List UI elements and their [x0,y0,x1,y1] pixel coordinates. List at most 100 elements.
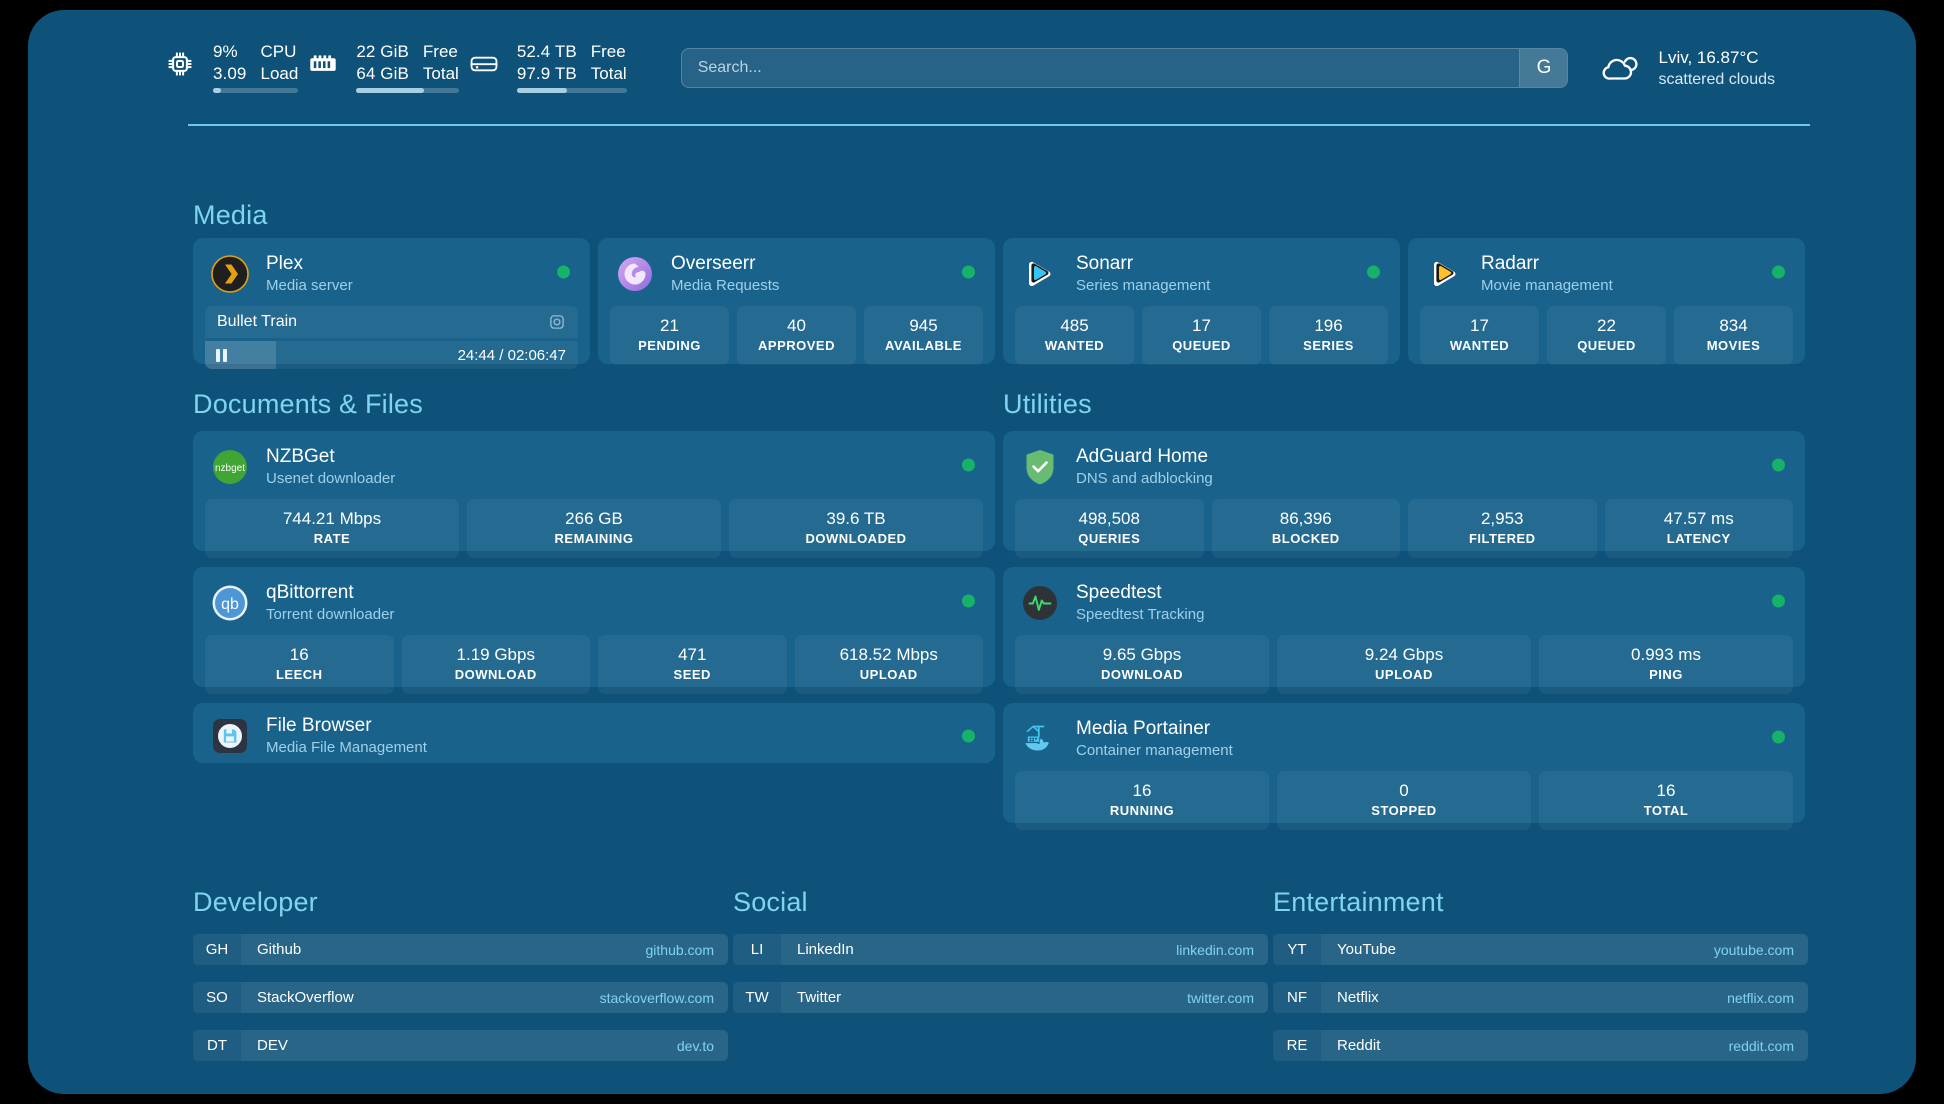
stat-item[interactable]: 744.21 Mbps RATE [205,499,459,558]
bookmark-name: DEV [257,1037,288,1054]
stat-label: QUERIES [1078,531,1141,546]
plex-progress-row[interactable]: 24:44 / 02:06:47 [205,341,578,369]
stat-value: 86,396 [1279,509,1332,528]
overseerr-icon [616,255,654,293]
bookmark-stackoverflow[interactable]: SO StackOverflow stackoverflow.com [193,982,728,1013]
memory-label-bottom: Total [422,64,459,83]
app-card-qbittorrent[interactable]: qb qBittorrent Torrent downloader 16 LEE… [193,567,995,694]
stat-item[interactable]: 9.24 Gbps UPLOAD [1277,635,1531,694]
app-card-overseerr[interactable]: Overseerr Media Requests 21 PENDING 40 A… [598,238,995,365]
app-card-speedtest[interactable]: Speedtest Speedtest Tracking 9.65 Gbps D… [1003,567,1805,694]
disk-label-top: Free [590,42,626,61]
stat-label: BLOCKED [1271,531,1340,546]
stat-label: UPLOAD [859,667,918,682]
bookmark-twitter[interactable]: TW Twitter twitter.com [733,982,1268,1013]
stat-item[interactable]: 2,953 FILTERED [1408,499,1597,558]
stat-value: 9.24 Gbps [1364,645,1444,664]
app-card-filebrowser[interactable]: File Browser Media File Management [193,703,995,763]
speedtest-status-indicator [1772,594,1785,608]
bookmark-badge: GH [193,934,241,965]
adguard-subtitle: DNS and adblocking [1076,470,1213,487]
qbittorrent-subtitle: Torrent downloader [266,606,395,623]
memory-label-top: Free [422,42,458,61]
portainer-name: Media Portainer [1076,718,1211,739]
app-card-adguard[interactable]: AdGuard Home DNS and adblocking 498,508 … [1003,431,1805,558]
bookmark-body: Reddit reddit.com [1321,1030,1808,1061]
stat-item[interactable]: 9.65 Gbps DOWNLOAD [1015,635,1269,694]
stat-item[interactable]: 47.57 ms LATENCY [1604,499,1793,558]
stat-label: DOWNLOAD [454,667,537,682]
stat-value: 16 [1656,781,1676,800]
bookmark-url: github.com [645,941,714,958]
app-card-portainer[interactable]: Media Portainer Container management 16 … [1003,703,1805,830]
stat-item[interactable]: 40 APPROVED [737,306,856,365]
memory-icon [306,47,340,81]
app-card-radarr[interactable]: Radarr Movie management 17 WANTED 22 QUE… [1408,238,1805,365]
sonarr-card-header: Sonarr Series management [1003,238,1400,306]
bookmark-linkedin[interactable]: LI LinkedIn linkedin.com [733,934,1268,965]
bookmark-github[interactable]: GH Github github.com [193,934,728,965]
bookmark-badge: DT [193,1030,241,1061]
adguard-shield-icon [1021,448,1059,486]
weather-condition: scattered clouds [1658,71,1775,88]
stat-item[interactable]: 16 RUNNING [1015,771,1269,830]
stat-item[interactable]: 498,508 QUERIES [1015,499,1204,558]
dashboard-body: 9% 3.09 CPU Load [28,10,1916,1094]
portainer-titles: Media Portainer Container management [1076,717,1233,761]
app-card-sonarr[interactable]: Sonarr Series management 485 WANTED 17 Q… [1003,238,1400,365]
system-stat-memory[interactable]: 22 GiB 64 GiB Free Total [306,41,459,95]
search-box[interactable]: G [680,48,1569,88]
plex-icon [211,255,249,293]
weather-widget[interactable]: Lviv, 16.87°C scattered clouds [1596,46,1781,90]
stat-label: WANTED [1449,338,1510,353]
stat-item[interactable]: 39.6 TB DOWNLOADED [729,499,983,558]
stat-value: 16 [1132,781,1152,800]
stat-item[interactable]: 618.52 Mbps UPLOAD [794,635,983,694]
stat-item[interactable]: 196 SERIES [1269,306,1388,365]
stat-item[interactable]: 834 MOVIES [1674,306,1793,365]
stat-label: STOPPED [1371,803,1437,818]
stat-item[interactable]: 16 TOTAL [1539,771,1793,830]
search-input[interactable] [681,49,1520,87]
stat-item[interactable]: 0 STOPPED [1277,771,1531,830]
stat-label: DOWNLOADED [805,531,907,546]
cpu-load-value: 3.09 [213,64,247,83]
stat-item[interactable]: 16 LEECH [205,635,394,694]
nzbget-card-header: nzbget NZBGet Usenet downloader [193,431,995,499]
app-card-plex[interactable]: Plex Media server Bullet Train [193,238,590,369]
plex-titles: Plex Media server [266,252,353,296]
stat-item[interactable]: 86,396 BLOCKED [1211,499,1400,558]
stat-item[interactable]: 22 QUEUED [1547,306,1666,365]
bookmark-youtube[interactable]: YT YouTube youtube.com [1273,934,1808,965]
stat-item[interactable]: 0.993 ms PING [1539,635,1793,694]
stat-value: 266 GB [565,509,623,528]
app-card-nzbget[interactable]: nzbget NZBGet Usenet downloader 744.21 M… [193,431,995,558]
bookmark-netflix[interactable]: NF Netflix netflix.com [1273,982,1808,1013]
stat-item[interactable]: 17 WANTED [1420,306,1539,365]
search-engine-button[interactable]: G [1519,49,1568,87]
disk-free-value: 52.4 TB [516,42,577,61]
bookmark-badge: LI [733,934,781,965]
radarr-stats: 17 WANTED 22 QUEUED 834 MOVIES [1408,306,1805,377]
stat-item[interactable]: 471 SEED [598,635,787,694]
stat-item[interactable]: 1.19 Gbps DOWNLOAD [401,635,590,694]
bookmark-reddit[interactable]: RE Reddit reddit.com [1273,1030,1808,1061]
stat-label: LEECH [275,667,323,682]
stat-item[interactable]: 21 PENDING [610,306,729,365]
stat-item[interactable]: 485 WANTED [1015,306,1134,365]
bookmark-url: dev.to [676,1037,714,1054]
gear-icon[interactable] [548,313,566,331]
stat-value: 40 [787,316,806,335]
stat-item[interactable]: 945 AVAILABLE [864,306,983,365]
stat-label: TOTAL [1643,803,1689,818]
nzbget-icon: nzbget [211,448,249,486]
pause-icon[interactable] [216,348,227,362]
plex-status-indicator [557,265,570,279]
stat-item[interactable]: 17 QUEUED [1142,306,1261,365]
system-stat-disk[interactable]: 52.4 TB 97.9 TB Free Total [467,41,627,95]
overseerr-stats: 21 PENDING 40 APPROVED 945 AVAILABLE [598,306,995,377]
bookmark-dev[interactable]: DT DEV dev.to [193,1030,728,1061]
system-stat-cpu[interactable]: 9% 3.09 CPU Load [163,41,299,95]
stat-item[interactable]: 266 GB REMAINING [467,499,721,558]
stat-value: 9.65 Gbps [1102,645,1182,664]
